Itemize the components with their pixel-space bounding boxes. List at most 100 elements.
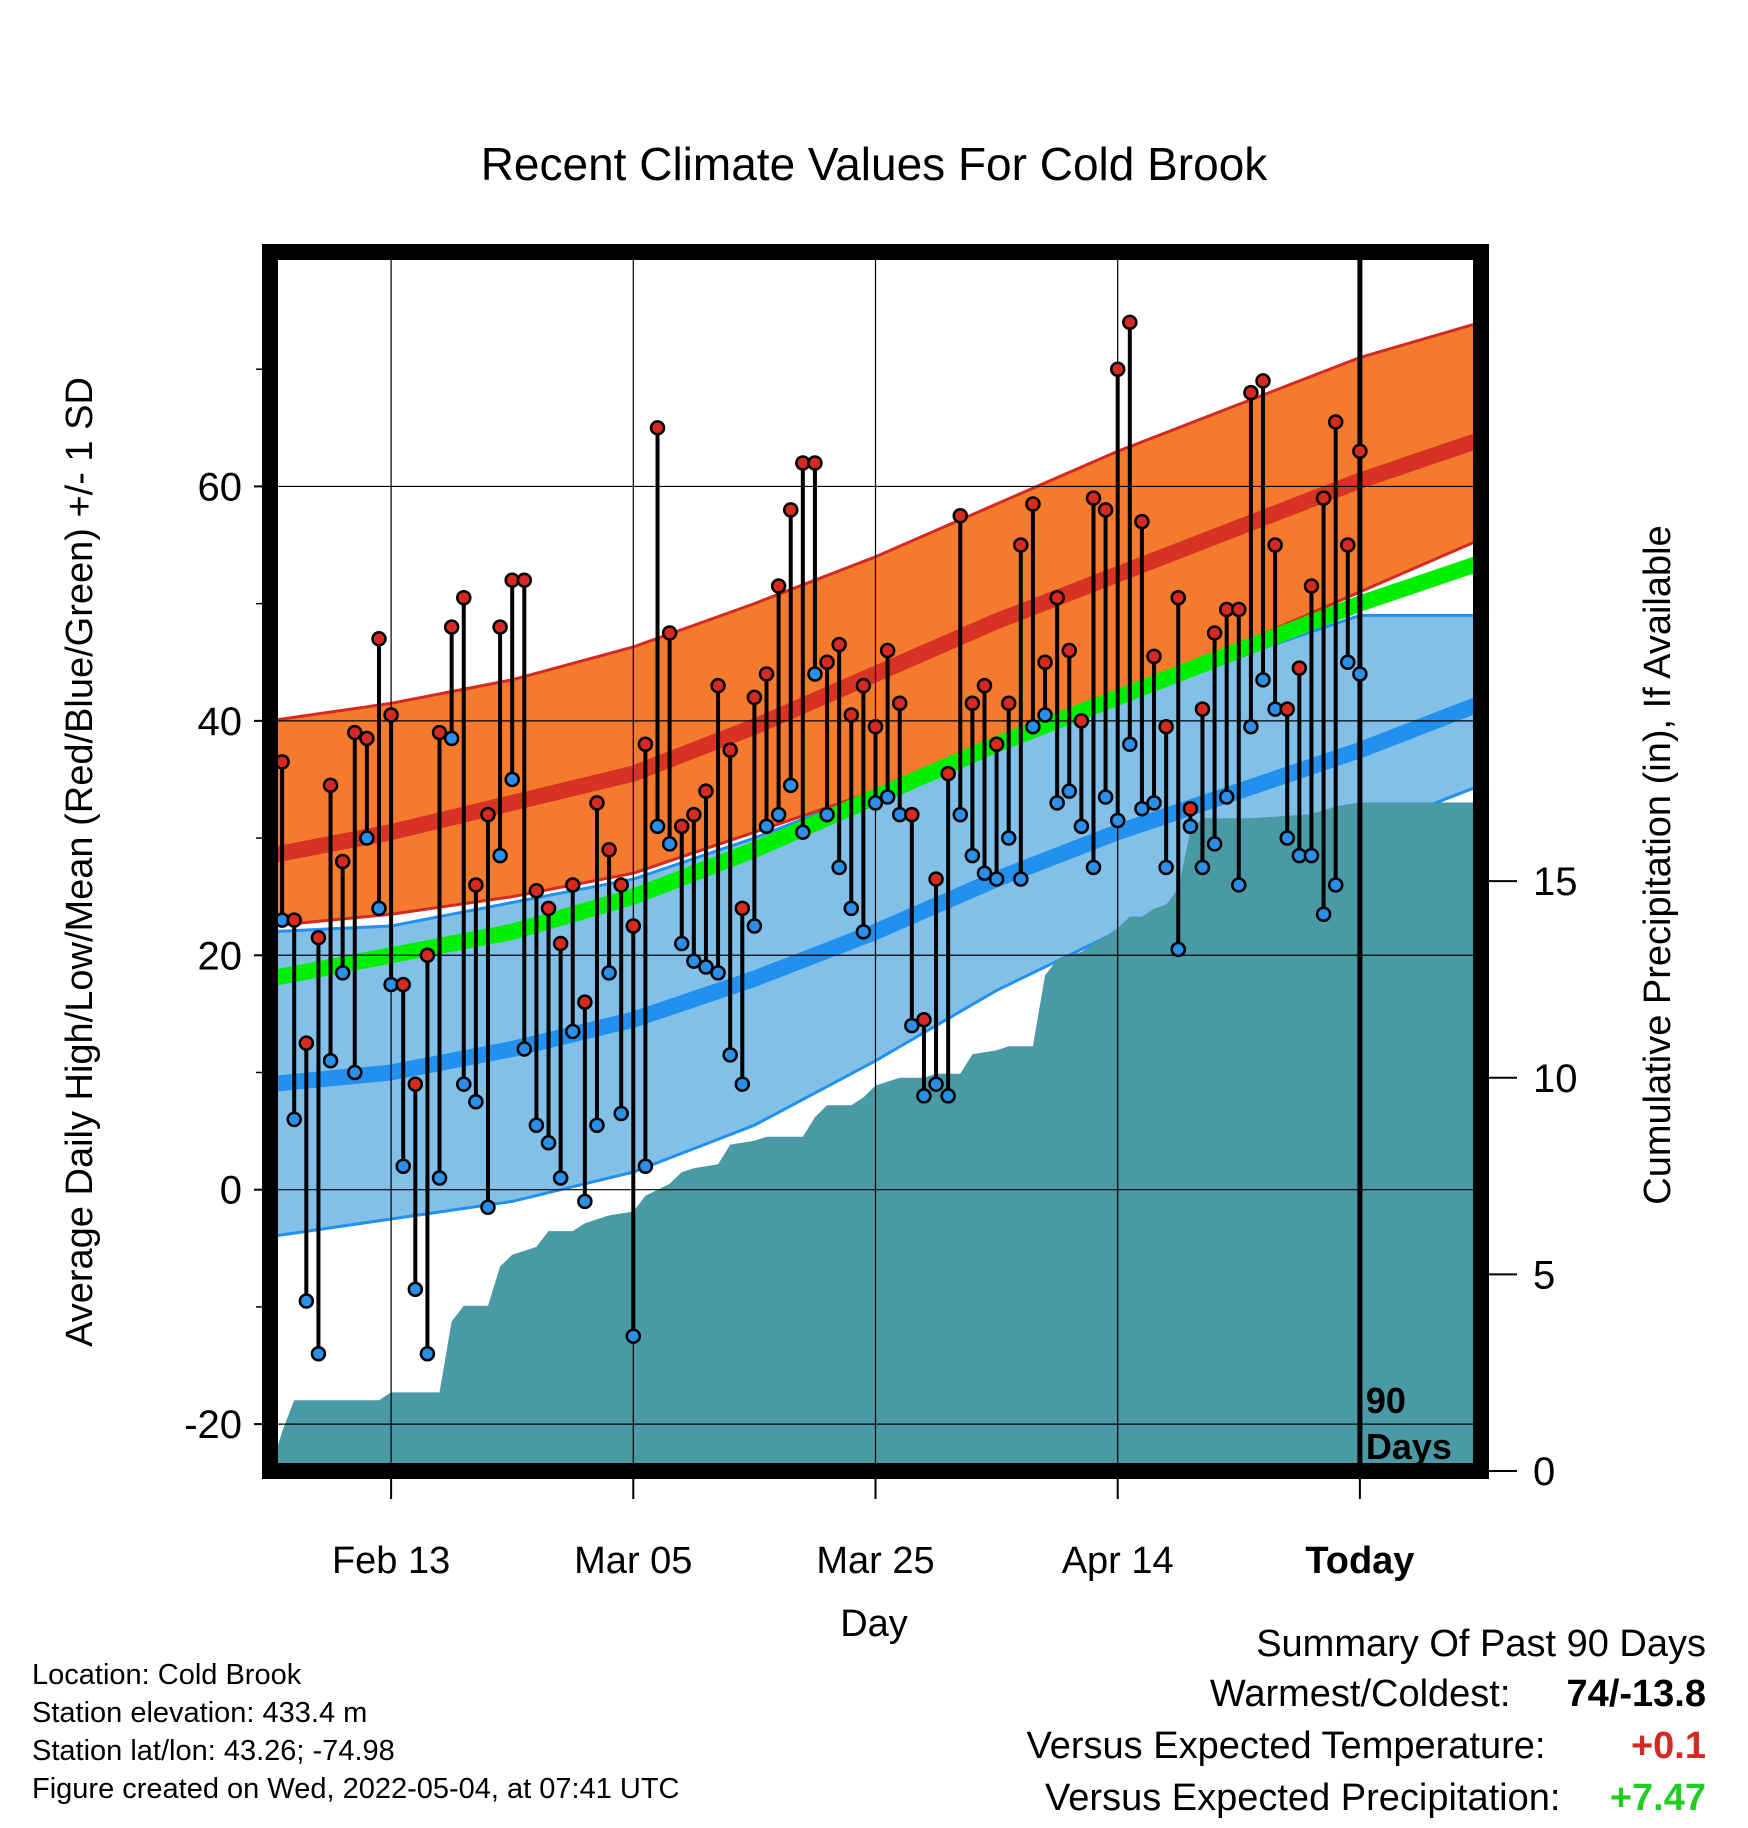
daily-low-point — [1158, 859, 1174, 876]
axes: -20 0 20 40 60 0 5 10 15 Feb 13 Mar 05 Mar 25 Apr 14… — [184, 244, 1578, 1582]
daily-low-point — [359, 830, 375, 846]
y2-tick-label: 10 — [1533, 1057, 1578, 1101]
daily-high-point — [916, 1011, 932, 1028]
daily-low-point — [1146, 795, 1162, 811]
daily-high-point — [673, 818, 690, 835]
precip-value: +7.47 — [1609, 1777, 1706, 1819]
plot-frame — [262, 244, 1489, 1479]
x-tick-label: Apr 14 — [1062, 1540, 1174, 1582]
y2-tick-label: 5 — [1533, 1253, 1555, 1297]
daily-low-point — [1279, 830, 1295, 846]
y-axis-label: Average Daily High/Low/Mean (Red/Blue/Gr… — [59, 377, 101, 1347]
daily-high-point — [1279, 701, 1295, 717]
plot-area: 90 Days — [270, 252, 1481, 1471]
latlon-text: Station lat/lon: 43.26; -74.98 — [32, 1735, 395, 1767]
daily-low-point — [770, 806, 787, 823]
daily-high-point — [347, 724, 363, 741]
daily-high-point — [819, 654, 835, 670]
daily-low-point — [1303, 847, 1320, 864]
daily-low-point — [456, 1076, 472, 1092]
daily-low-point — [322, 1053, 339, 1069]
x-axis-label: Day — [840, 1603, 908, 1645]
daily-low-point — [758, 818, 775, 835]
daily-low-point — [395, 1158, 411, 1174]
x-tick-label: Mar 25 — [816, 1540, 934, 1582]
daily-low-point — [407, 1281, 424, 1298]
daily-high-point — [976, 677, 993, 694]
daily-low-point — [601, 965, 617, 981]
daily-low-point — [1352, 666, 1368, 682]
daily-high-point — [698, 783, 714, 799]
daily-high-point — [298, 1035, 315, 1051]
daily-high-point — [904, 806, 920, 823]
daily-high-point — [1231, 601, 1247, 618]
daily-high-point — [565, 877, 581, 893]
daily-high-point — [334, 853, 351, 870]
x-tick-label: Feb 13 — [332, 1540, 450, 1582]
today-marker-label: Days — [1366, 1426, 1452, 1467]
daily-low-point — [952, 806, 969, 823]
daily-high-point — [1061, 642, 1078, 659]
daily-low-point — [1122, 736, 1138, 753]
y-tick-label: 0 — [220, 1169, 242, 1213]
daily-high-point — [1146, 648, 1162, 665]
y-tick-label: 20 — [198, 934, 243, 978]
daily-high-point — [1170, 590, 1186, 606]
daily-high-point — [1291, 660, 1308, 676]
y-tick-label: -20 — [184, 1403, 242, 1447]
daily-high-point — [952, 507, 969, 524]
temp-value: +0.1 — [1630, 1725, 1706, 1767]
daily-high-point — [310, 929, 327, 946]
daily-low-point — [1037, 707, 1053, 723]
daily-low-point — [371, 900, 387, 917]
daily-high-point — [734, 900, 751, 917]
daily-low-point — [504, 771, 520, 788]
daily-high-point — [964, 695, 981, 712]
daily-low-point — [613, 1105, 629, 1122]
daily-low-point — [855, 924, 872, 940]
daily-high-point — [1049, 590, 1065, 606]
daily-low-point — [649, 818, 666, 835]
daily-low-point — [904, 1017, 920, 1034]
daily-low-point — [480, 1199, 496, 1216]
daily-low-point — [1049, 795, 1065, 811]
daily-low-point — [879, 789, 896, 805]
daily-low-point — [867, 795, 884, 811]
daily-high-point — [625, 918, 642, 934]
daily-high-point — [1315, 490, 1332, 506]
daily-high-point — [988, 736, 1005, 753]
daily-high-point — [843, 707, 860, 723]
daily-low-point — [843, 900, 860, 917]
daily-high-point — [807, 455, 823, 471]
daily-low-point — [528, 1117, 545, 1133]
daily-high-point — [395, 976, 411, 993]
daily-high-point — [1073, 713, 1090, 729]
daily-low-point — [516, 1041, 533, 1057]
daily-low-point — [443, 730, 460, 747]
elevation-text: Station elevation: 433.4 m — [32, 1697, 368, 1729]
daily-low-point — [1231, 877, 1247, 893]
daily-high-point — [686, 806, 702, 823]
precip-label: Versus Expected Precipitation: — [1045, 1777, 1561, 1819]
daily-low-point — [298, 1293, 315, 1309]
daily-high-point — [407, 1076, 424, 1092]
daily-high-point — [443, 619, 460, 635]
daily-high-point — [540, 900, 557, 917]
daily-low-point — [1097, 789, 1114, 805]
created-text: Figure created on Wed, 2022-05-04, at 07… — [32, 1773, 680, 1805]
daily-low-point — [964, 847, 981, 864]
daily-high-point — [322, 777, 339, 794]
daily-high-point — [1109, 361, 1126, 377]
daily-high-point — [613, 877, 629, 893]
y2-tick-label: 0 — [1533, 1450, 1555, 1494]
y-tick-label: 40 — [198, 700, 243, 744]
daily-high-point — [601, 842, 617, 858]
daily-high-point — [1122, 314, 1138, 331]
x-tick-label: Today — [1305, 1540, 1414, 1582]
daily-low-point — [468, 1094, 484, 1110]
daily-high-point — [528, 883, 545, 899]
daily-high-point — [722, 742, 738, 758]
daily-high-point — [758, 666, 775, 682]
daily-high-point — [879, 642, 896, 659]
